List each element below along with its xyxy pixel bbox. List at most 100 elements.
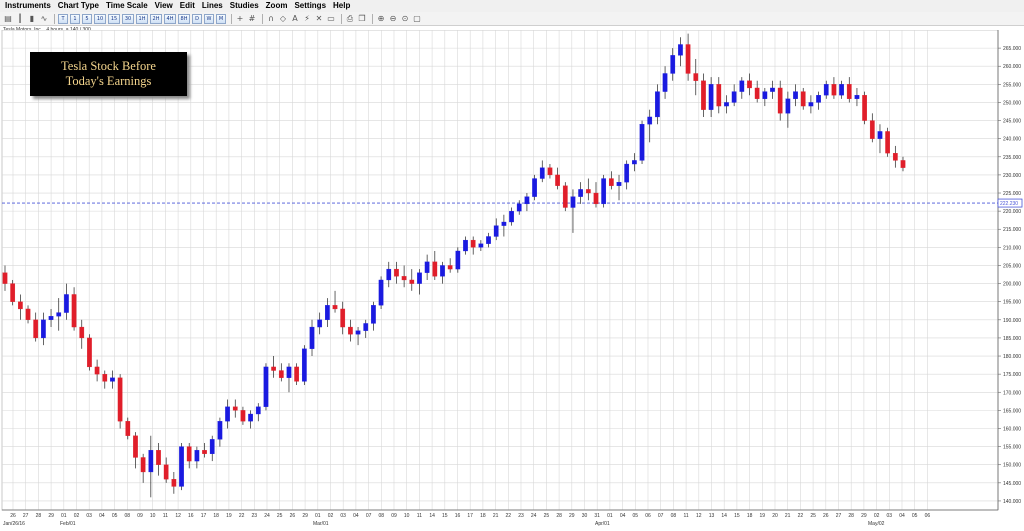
- y-tick-label: 260.000: [1003, 64, 1021, 70]
- month-label: May/02: [868, 521, 885, 527]
- delete-all-icon[interactable]: ▭: [327, 14, 335, 23]
- interval-8h-button[interactable]: 8H: [178, 13, 190, 24]
- menu-lines[interactable]: Lines: [201, 1, 223, 10]
- grid-icon[interactable]: #: [248, 14, 256, 23]
- window-icon[interactable]: ▢: [413, 14, 421, 23]
- y-tick-label: 220.000: [1003, 209, 1021, 215]
- zoom-reset-icon[interactable]: ⊙: [401, 14, 409, 23]
- x-tick-label: 04: [99, 513, 105, 519]
- candle-body: [493, 225, 499, 237]
- x-tick-label: 28: [848, 513, 854, 519]
- interval-15-button[interactable]: 15: [108, 13, 120, 24]
- candle-body: [555, 174, 560, 186]
- toolbar-separator: [262, 13, 263, 24]
- copy-icon[interactable]: ❐: [358, 14, 366, 23]
- interval-1h-button[interactable]: 1H: [136, 13, 148, 24]
- x-tick-label: 11: [683, 513, 688, 519]
- x-tick-label: 25: [544, 513, 550, 519]
- bar-chart-icon[interactable]: ┃: [17, 14, 23, 23]
- shapes-icon[interactable]: ◇: [279, 14, 287, 23]
- interval-t-button[interactable]: T: [58, 13, 68, 24]
- current-price-tag: [997, 198, 1023, 208]
- interval-w-button[interactable]: W: [204, 13, 214, 24]
- interval-30-button[interactable]: 30: [122, 13, 134, 24]
- menu-time-scale[interactable]: Time Scale: [106, 1, 148, 10]
- menu-studies[interactable]: Studies: [229, 1, 259, 10]
- candle-body: [117, 377, 123, 422]
- menu-zoom[interactable]: Zoom: [265, 1, 288, 10]
- x-tick-label: 01: [61, 513, 67, 519]
- candle-body: [639, 124, 645, 161]
- chart-style-icon[interactable]: ▤: [4, 14, 12, 23]
- x-tick-label: 23: [252, 513, 258, 519]
- x-tick-label: 29: [569, 513, 575, 519]
- x-tick-label: 24: [264, 513, 270, 519]
- candle-body: [785, 98, 791, 114]
- menu-settings[interactable]: Settings: [294, 1, 327, 10]
- zoom-out-icon[interactable]: ⊖: [389, 14, 397, 23]
- x-tick-label: 18: [213, 513, 219, 519]
- candle-body: [255, 406, 261, 415]
- candle-body: [885, 131, 890, 154]
- candle-body: [854, 95, 860, 99]
- candle-chart-icon[interactable]: ▮: [29, 14, 35, 23]
- x-tick-label: 16: [455, 513, 461, 519]
- x-tick-label: 02: [74, 513, 80, 519]
- candle-body: [317, 319, 323, 328]
- plot-area[interactable]: [1, 30, 999, 511]
- x-tick-label: 02: [328, 513, 334, 519]
- y-tick-label: 225.000: [1003, 191, 1021, 197]
- interval-4h-button[interactable]: 4H: [164, 13, 176, 24]
- x-tick-label: 20: [772, 513, 778, 519]
- magnet-icon[interactable]: ∩: [268, 14, 274, 23]
- candle-body: [478, 243, 484, 248]
- candle-body: [25, 308, 31, 320]
- x-tick-label: 12: [696, 513, 702, 519]
- text-icon[interactable]: A: [292, 14, 298, 23]
- interval-m-button[interactable]: M: [216, 13, 226, 24]
- x-tick-label: 13: [709, 513, 715, 519]
- toolbar-separator: [54, 13, 55, 24]
- candle-body: [18, 301, 23, 310]
- x-tick-label: 12: [175, 513, 181, 519]
- line-chart-icon[interactable]: ∿: [40, 14, 48, 23]
- x-tick-label: 24: [531, 513, 537, 519]
- crosshair-icon[interactable]: +: [236, 14, 244, 23]
- menu-edit[interactable]: Edit: [179, 1, 195, 10]
- candle-body: [900, 160, 906, 168]
- candle-body: [670, 55, 676, 74]
- x-tick-label: 22: [506, 513, 512, 519]
- candle-body: [2, 272, 8, 284]
- candle-body: [33, 319, 39, 339]
- x-tick-label: 26: [10, 513, 16, 519]
- candle-body: [869, 120, 875, 139]
- price-chart[interactable]: 140.000 145.000 150.000 155.000 160.000 165.0…: [0, 30, 1024, 531]
- interval-1-button[interactable]: 1: [70, 13, 80, 24]
- y-tick-label: 215.000: [1003, 227, 1021, 233]
- candle-body: [685, 44, 691, 74]
- x-tick-label: 05: [112, 513, 118, 519]
- toolbar-separator: [372, 13, 373, 24]
- menu-chart-type[interactable]: Chart Type: [57, 1, 99, 10]
- candle-body: [301, 348, 307, 382]
- menu-view[interactable]: View: [154, 1, 173, 10]
- candle-body: [186, 446, 192, 462]
- delete-icon[interactable]: ✕: [315, 14, 323, 23]
- indicator-icon[interactable]: ⚡: [304, 14, 310, 23]
- interval-d-button[interactable]: D: [192, 13, 202, 24]
- candle-body: [547, 167, 553, 176]
- candle-body: [332, 305, 338, 310]
- interval-10-button[interactable]: 10: [94, 13, 106, 24]
- interval-2h-button[interactable]: 2H: [150, 13, 162, 24]
- menu-help[interactable]: Help: [333, 1, 351, 10]
- x-tick-label: 26: [290, 513, 296, 519]
- print-icon[interactable]: ⎙: [346, 13, 354, 23]
- candle-body: [800, 91, 806, 107]
- y-tick-label: 160.000: [1003, 426, 1021, 432]
- candle-body: [678, 44, 683, 56]
- candle-body: [194, 450, 200, 462]
- interval-5-button[interactable]: 5: [82, 13, 92, 24]
- zoom-in-icon[interactable]: ⊕: [377, 14, 385, 23]
- candle-body: [585, 189, 591, 194]
- menu-instruments[interactable]: Instruments: [5, 1, 51, 10]
